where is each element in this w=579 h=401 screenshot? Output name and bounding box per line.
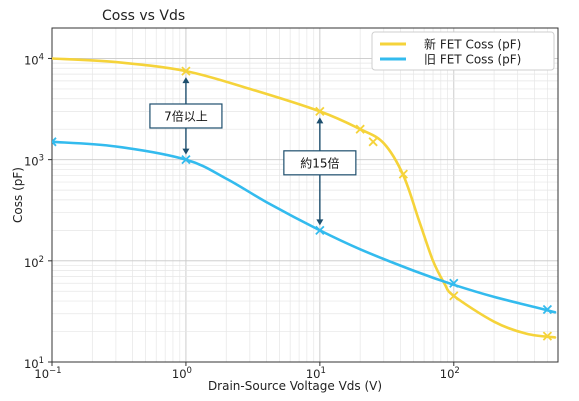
annotation-label: 約15倍 [300,155,339,170]
x-tick-label: 102 [440,366,460,381]
legend: 新 FET Coss (pF)旧 FET Coss (pF) [371,31,555,71]
plot-frame [51,27,559,363]
data-point-marker [449,291,459,301]
plot-area [52,28,558,362]
annotation-box [283,150,357,176]
x-axis-label: Drain-Source Voltage Vds (V) [208,379,382,393]
y-tick-label: 103 [24,154,44,169]
series-line [52,57,557,339]
y-tick-label: 102 [24,255,44,270]
annotation-1: 7倍以上 [149,77,223,155]
annotation-arrowhead-down [182,148,190,155]
data-point-marker [315,225,325,235]
chart-title: Coss vs Vds [102,8,185,24]
data-point-marker [368,137,378,147]
annotation-arrowhead-up [316,117,324,124]
data-point-marker [52,137,57,147]
data-point-marker [542,331,553,341]
legend-box [371,31,555,71]
annotation-box [149,103,223,129]
data-point-marker [449,278,459,288]
x-tick-label: 100 [172,366,192,381]
annotation-arrowhead-up [182,77,190,84]
annotation-label: 7倍以上 [164,108,208,123]
series-line [52,140,557,314]
data-point-marker [542,304,553,315]
y-axis-label: Coss (pF) [11,167,25,223]
data-point-marker [181,155,191,165]
series-2 [52,137,557,315]
legend-entry: 新 FET Coss (pF) [424,37,521,52]
data-point-marker [355,124,365,134]
annotation-arrowhead-down [316,219,324,226]
data-point-marker [315,106,325,117]
legend-entry: 旧 FET Coss (pF) [424,53,521,67]
series-1 [52,57,557,341]
annotation-2: 約15倍 [283,117,357,226]
x-tick-label: 101 [306,366,326,381]
x-tick-label: 10−1 [34,366,61,381]
data-point-marker [181,66,191,76]
y-tick-label: 101 [24,356,44,371]
data-point-marker [398,169,408,179]
y-tick-label: 104 [24,52,44,67]
